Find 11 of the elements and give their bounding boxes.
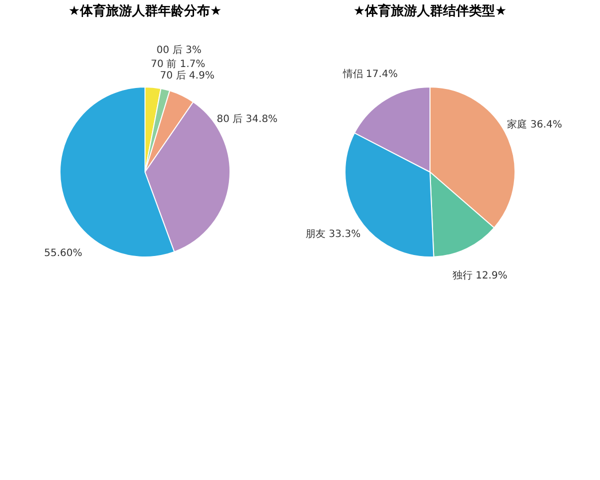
data-label: 55.60% <box>44 248 82 259</box>
slice-label: 70 后 4.9% <box>160 69 214 82</box>
slice-label: 独行 12.9% <box>452 270 508 282</box>
chart-title: ★体育旅游人群结伴类型★ <box>353 3 507 19</box>
slice-label: 00 后 3% <box>156 44 202 56</box>
slice-label: 朋友 33.3% <box>306 228 361 240</box>
chart-title: ★体育旅游人群年龄分布★ <box>68 3 222 19</box>
slice-label: 70 前 1.7% <box>150 58 206 70</box>
slice-label: 家庭 36.4% <box>507 118 562 130</box>
slice-label: 80 后 34.8% <box>216 113 278 126</box>
slice-label: 情侣 17.4% <box>342 68 398 80</box>
